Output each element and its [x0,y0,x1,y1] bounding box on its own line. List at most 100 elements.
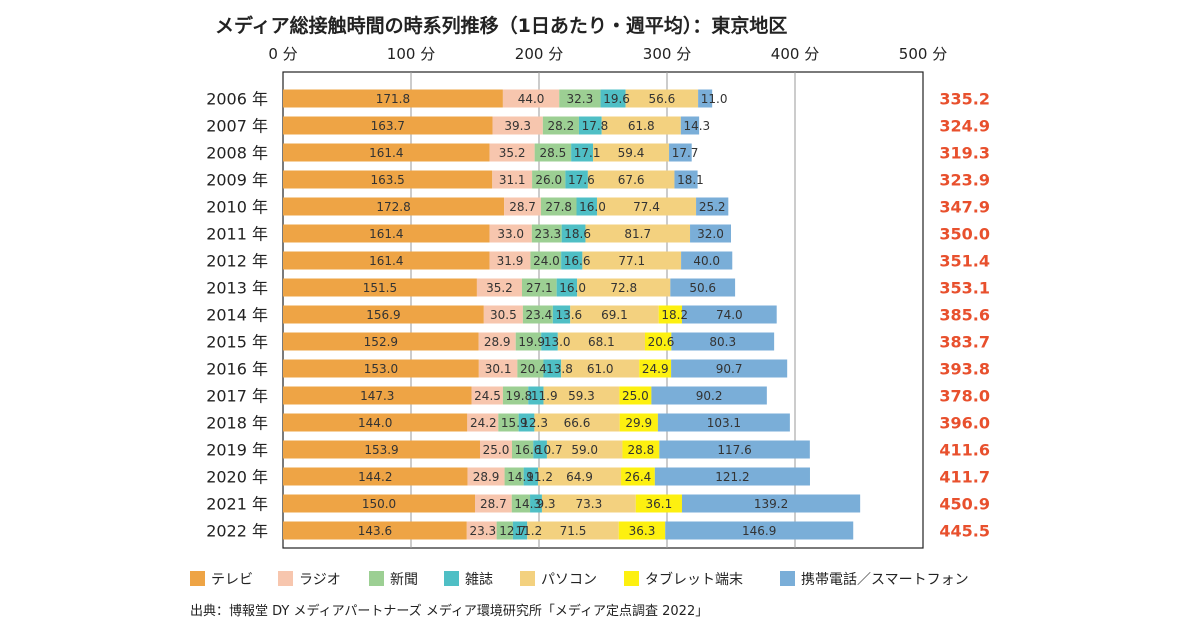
total-label: 324.9 [939,117,990,136]
bar-segment [283,143,490,162]
bar-segment [621,467,655,486]
data-label: 28.7 [480,497,507,511]
data-label: 27.1 [526,281,553,295]
bar-segment [622,440,660,459]
data-label: 172.8 [376,200,410,214]
data-label: 33.0 [497,227,524,241]
bar-segment [681,251,733,270]
bar-segment [483,305,523,324]
bar-segment [671,359,788,378]
bar-segment [534,143,572,162]
category-label: 2011 年 [206,225,268,244]
bar-segment [283,251,490,270]
bar-segment [537,467,622,486]
bar-segment [582,251,682,270]
total-label: 411.7 [939,468,990,487]
bar-segment [671,332,775,351]
bar-segment [517,359,544,378]
data-label: 103.1 [707,416,741,430]
bar-segment [587,170,675,189]
bar-segment [596,197,697,216]
total-label: 396.0 [939,414,990,433]
data-label: 26.0 [535,173,562,187]
data-label: 16.0 [559,281,586,295]
bar-segment [635,494,682,513]
bar-segment [283,332,479,351]
legend-label: ラジオ [299,572,341,588]
data-label: 16.6 [564,254,591,268]
legend-label: 新聞 [390,572,418,588]
data-label: 19.6 [603,92,630,106]
bar-segment [502,89,560,108]
total-label: 393.8 [939,360,990,379]
data-label: 144.2 [358,470,392,484]
category-label: 2022 年 [206,522,268,541]
category-label: 2021 年 [206,495,268,514]
bar-segment [541,494,636,513]
data-label: 66.6 [564,416,591,430]
legend-swatch [780,571,795,586]
category-label: 2014 年 [206,306,268,325]
bar-segment [585,224,691,243]
bar-segment [515,332,542,351]
data-label: 23.3 [469,524,496,538]
data-label: 16.6 [515,443,542,457]
data-label: 146.9 [742,524,776,538]
x-tick-label: 100 分 [387,45,435,63]
bar-segment [559,89,601,108]
data-label: 25.0 [622,389,649,403]
total-label: 383.7 [939,333,990,352]
x-tick-label: 300 分 [643,45,691,63]
total-label: 350.0 [939,225,990,244]
category-label: 2007 年 [206,117,268,136]
bar-segment [530,494,542,513]
bar-segment [557,332,645,351]
data-label: 68.1 [588,335,615,349]
bar-segment [530,251,562,270]
data-label: 50.6 [689,281,716,295]
data-label: 56.6 [649,92,676,106]
bar-segment [283,197,505,216]
category-label: 2009 年 [206,171,268,190]
category-label: 2018 年 [206,414,268,433]
bar-segment [571,143,594,162]
bar-segment [659,440,810,459]
data-label: 12.7 [499,524,526,538]
bar-segment [556,278,578,297]
bar-segment [283,224,490,243]
data-label: 17.6 [568,173,595,187]
bar-segment [565,170,588,189]
total-label: 445.5 [939,522,990,541]
bar-segment [561,359,640,378]
bar-segment [570,305,659,324]
data-label: 156.9 [366,308,400,322]
data-label: 30.5 [490,308,517,322]
data-label: 32.3 [567,92,594,106]
data-label: 161.4 [369,227,403,241]
bar-segment [533,440,547,459]
data-label: 17.1 [574,146,601,160]
data-label: 161.4 [369,146,403,160]
data-label: 36.1 [646,497,673,511]
data-label: 74.0 [716,308,743,322]
bar-segment [476,278,522,297]
bar-segment [618,521,666,540]
data-label: 61.8 [628,119,655,133]
data-label: 163.5 [370,173,404,187]
bar-segment [511,494,531,513]
bar-segment [577,278,671,297]
data-label: 80.3 [709,335,736,349]
data-label: 163.7 [371,119,405,133]
data-label: 14.9 [507,470,534,484]
data-label: 17.7 [672,146,699,160]
data-label: 16.0 [579,200,606,214]
bar-segment [546,440,623,459]
category-label: 2010 年 [206,198,268,217]
data-label: 59.4 [618,146,645,160]
bar-segment [543,359,562,378]
data-label: 90.7 [716,362,743,376]
data-label: 11.9 [531,389,558,403]
bar-segment [283,278,477,297]
